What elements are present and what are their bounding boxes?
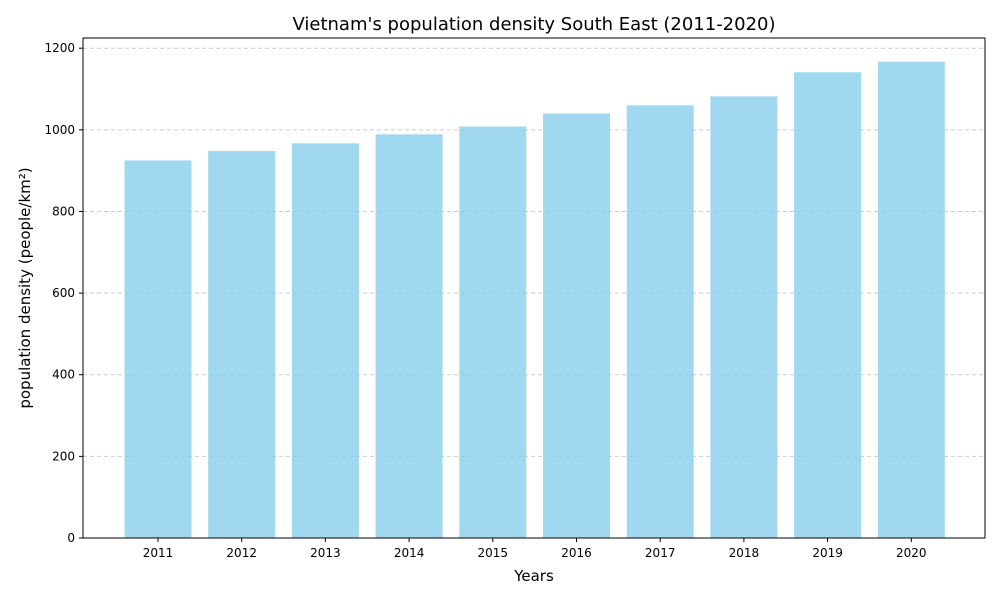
y-tick-label: 1000 xyxy=(44,123,75,137)
bars xyxy=(124,61,945,539)
chart-title: Vietnam's population density South East … xyxy=(292,14,775,35)
x-tick-label: 2017 xyxy=(645,546,676,560)
bar-2016 xyxy=(543,113,610,539)
x-tick-label: 2020 xyxy=(896,546,927,560)
x-tick-label: 2013 xyxy=(310,546,341,560)
bar-2017 xyxy=(626,105,694,539)
bar-2019 xyxy=(794,72,862,539)
bar-2014 xyxy=(375,134,443,538)
bar-2015 xyxy=(459,126,527,539)
plot-frame xyxy=(82,37,986,539)
y-axis-title: population density (people/km²) xyxy=(16,167,34,408)
x-tick-label: 2018 xyxy=(729,546,760,560)
x-axis-title: Years xyxy=(513,567,554,585)
bar-2020 xyxy=(877,61,945,539)
x-tick-label: 2019 xyxy=(812,546,843,560)
x-tick-label: 2015 xyxy=(478,546,509,560)
x-tick-label: 2012 xyxy=(226,546,257,560)
bar-2013 xyxy=(291,143,359,538)
x-tick-label: 2011 xyxy=(143,546,174,560)
y-tick-label: 1200 xyxy=(44,41,75,55)
bar-2018 xyxy=(710,96,778,539)
x-axis-ticks: 2011 2012 2013 2014 2015 2016 2017 2018 2019 2020 xyxy=(143,538,927,560)
y-tick-label: 600 xyxy=(52,286,75,300)
x-tick-label: 2014 xyxy=(394,546,425,560)
y-tick-label: 0 xyxy=(67,531,75,545)
y-tick-label: 800 xyxy=(52,204,75,218)
y-axis-ticks: 0 200 400 600 800 1000 1200 xyxy=(44,41,83,545)
y-tick-label: 200 xyxy=(52,449,75,463)
x-tick-label: 2016 xyxy=(561,546,592,560)
y-tick-label: 400 xyxy=(52,368,75,382)
bar-2011 xyxy=(124,160,192,538)
bar-2012 xyxy=(208,151,276,538)
